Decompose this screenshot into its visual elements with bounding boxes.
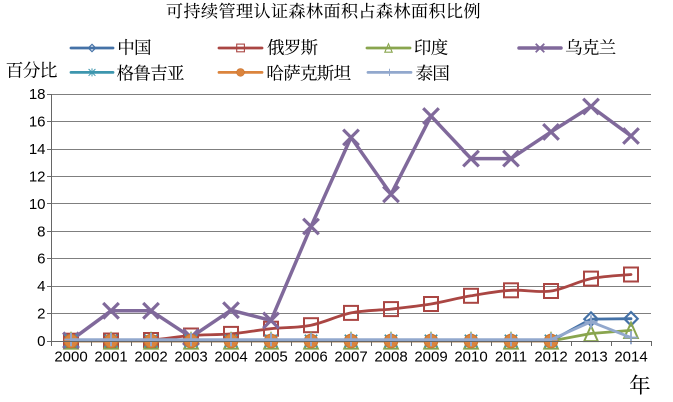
svg-text:0: 0 — [37, 333, 45, 350]
svg-text:2003: 2003 — [174, 349, 207, 366]
svg-text:2002: 2002 — [134, 349, 167, 366]
svg-text:2004: 2004 — [214, 349, 247, 366]
svg-text:2011: 2011 — [495, 349, 527, 366]
svg-text:2014: 2014 — [614, 349, 647, 366]
svg-text:12: 12 — [29, 169, 46, 186]
svg-text:18: 18 — [29, 86, 46, 103]
svg-text:2000: 2000 — [54, 349, 87, 366]
svg-text:14: 14 — [29, 141, 46, 158]
svg-text:4: 4 — [37, 278, 45, 295]
svg-text:2001: 2001 — [94, 349, 127, 366]
svg-text:2007: 2007 — [334, 349, 367, 366]
svg-text:2: 2 — [37, 306, 45, 323]
svg-text:8: 8 — [37, 223, 45, 240]
svg-text:2009: 2009 — [414, 349, 447, 366]
svg-text:16: 16 — [29, 114, 46, 131]
svg-text:10: 10 — [29, 196, 46, 213]
svg-text:2013: 2013 — [574, 349, 607, 366]
svg-text:6: 6 — [37, 251, 45, 268]
svg-text:2006: 2006 — [294, 349, 327, 366]
svg-text:2010: 2010 — [454, 349, 487, 366]
svg-text:2005: 2005 — [254, 349, 287, 366]
svg-text:2012: 2012 — [534, 349, 567, 366]
svg-text:2008: 2008 — [374, 349, 407, 366]
